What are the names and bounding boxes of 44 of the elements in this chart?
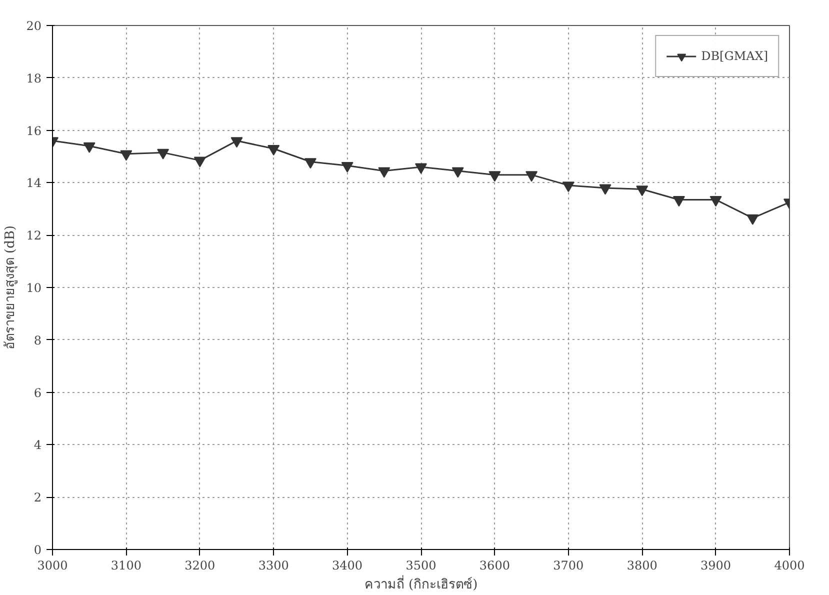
point xyxy=(268,144,280,156)
x-tick-label: 3000 xyxy=(37,558,68,572)
point xyxy=(230,137,243,148)
x-tick-label: 3400 xyxy=(332,558,363,572)
point xyxy=(672,196,685,207)
y-tick-label: 12 xyxy=(26,228,42,243)
point xyxy=(599,184,612,195)
x-tick-label: 3600 xyxy=(479,558,510,572)
point xyxy=(488,171,501,182)
y-tick-label: 2 xyxy=(34,490,42,505)
y-axis-title: อัตราขยายสูงสุด (dB) xyxy=(3,225,18,350)
point xyxy=(746,214,759,225)
y-tick-label: 6 xyxy=(34,386,42,400)
x-tick-label: 3800 xyxy=(626,558,658,572)
y-tick-label: 10 xyxy=(26,281,42,295)
point xyxy=(304,158,316,169)
x-axis-title: ความถี่ (กิกะเฮิรตซ์) xyxy=(364,576,478,592)
point xyxy=(636,186,648,196)
point xyxy=(562,182,574,192)
x-tick-label: 3700 xyxy=(553,558,584,572)
y-tick-label: 8 xyxy=(34,333,42,348)
point xyxy=(157,148,170,160)
x-tick-label: 3200 xyxy=(184,558,216,572)
x-tick-label: 3100 xyxy=(110,558,142,572)
x-tick-label: 3500 xyxy=(406,558,436,572)
point xyxy=(194,156,206,168)
point xyxy=(415,163,427,174)
y-tick-label: 14 xyxy=(26,176,42,190)
x-tick-label: 4000 xyxy=(774,558,805,572)
point xyxy=(710,196,722,207)
point xyxy=(378,167,390,178)
x-tick-label: 3300 xyxy=(258,558,289,572)
y-tick-label: 4 xyxy=(34,438,42,452)
point xyxy=(83,142,96,153)
point xyxy=(341,162,354,173)
y-tick-label: 0 xyxy=(34,543,42,557)
legend-label: DB[GMAX] xyxy=(701,49,768,63)
point xyxy=(526,171,538,182)
y-tick-label: 18 xyxy=(26,71,42,86)
x-tick-label: 3900 xyxy=(700,558,732,572)
y-tick-label: 20 xyxy=(26,19,42,33)
y-tick-label: 16 xyxy=(26,124,42,138)
point xyxy=(452,167,464,178)
point xyxy=(120,150,132,161)
